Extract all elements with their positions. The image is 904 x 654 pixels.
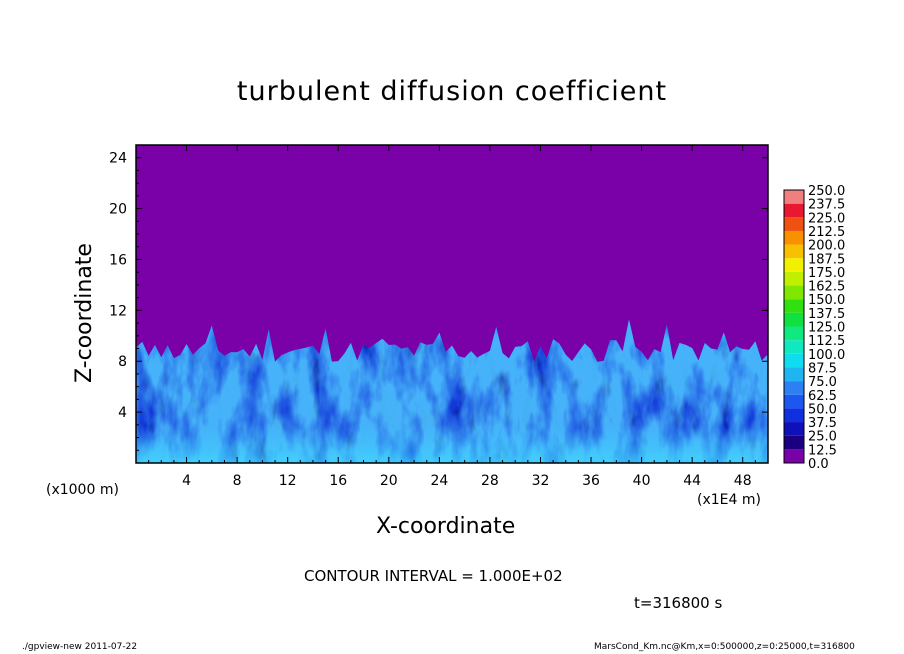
x-tick-label: 36 (582, 473, 600, 489)
colorbar-label: 162.5 (808, 280, 845, 295)
colorbar-swatch (784, 312, 804, 327)
colorbar-label: 175.0 (808, 266, 845, 281)
colorbar-label: 87.5 (808, 361, 837, 376)
colorbar-swatch (784, 244, 804, 259)
colorbar-swatch (784, 271, 804, 286)
x-tick-label: 48 (734, 473, 752, 489)
y-tick-label: 4 (118, 405, 127, 421)
colorbar-swatch (784, 190, 804, 204)
colorbar-swatch (784, 326, 804, 341)
y-tick-label: 20 (109, 202, 127, 218)
colorbar-swatch (784, 217, 804, 231)
colorbar-label: 12.5 (808, 443, 837, 458)
colorbar-label: 237.5 (808, 198, 845, 213)
time-stamp: t=316800 s (634, 594, 723, 612)
x-axis-unit-right: (x1E4 m) (697, 492, 761, 508)
colorbar-label: 62.5 (808, 389, 837, 404)
colorbar-swatch (784, 381, 804, 395)
colorbar-label: 50.0 (808, 402, 837, 417)
colorbar-label: 212.5 (808, 225, 845, 240)
colorbar-swatch (784, 230, 804, 245)
colorbar-swatch (784, 258, 804, 272)
y-tick-label: 12 (109, 303, 127, 319)
y-axis-label: Z-coordinate (72, 243, 97, 383)
x-tick-label: 28 (481, 473, 499, 489)
colorbar-label: 112.5 (808, 334, 845, 349)
colorbar-swatch (784, 422, 804, 436)
colorbar-label: 137.5 (808, 307, 845, 322)
x-tick-label: 32 (532, 473, 550, 489)
x-axis-unit-left: (x1000 m) (46, 482, 119, 498)
colorbar-label: 200.0 (808, 239, 845, 254)
x-tick-label: 40 (633, 473, 651, 489)
contour-interval: CONTOUR INTERVAL = 1.000E+02 (304, 567, 563, 585)
colorbar-label: 25.0 (808, 430, 837, 445)
y-tick-label: 8 (118, 354, 127, 370)
colorbar-swatch (784, 340, 804, 354)
x-tick-label: 4 (182, 473, 191, 489)
colorbar-frame (783, 189, 805, 464)
footer-right: MarsCond_Km.nc@Km,x=0:500000,z=0:25000,t… (594, 642, 855, 652)
colorbar-label: 100.0 (808, 348, 845, 363)
colorbar-swatch (784, 299, 804, 313)
x-axis: 4 8 12 16 20 24 28 32 36 40 44 48 (148, 145, 756, 489)
y-axis: 4 8 12 16 20 24 (109, 151, 768, 451)
turbulent-texture (136, 319, 768, 463)
colorbar-swatch (784, 408, 804, 423)
colorbar-swatch (784, 394, 804, 409)
colorbar-swatch (784, 435, 804, 450)
colorbar-label: 250.0 (808, 184, 845, 199)
colorbar-swatch (784, 203, 804, 218)
colorbar-label: 150.0 (808, 293, 845, 308)
x-tick-label: 44 (683, 473, 701, 489)
colorbar-swatch (784, 449, 804, 463)
x-tick-label: 16 (329, 473, 347, 489)
footer-left: ./gpview-new 2011-07-22 (22, 642, 138, 652)
colorbar-swatch (784, 367, 804, 382)
colorbar-label: 75.0 (808, 375, 837, 390)
x-tick-label: 8 (233, 473, 242, 489)
chart-title: turbulent diffusion coefficient (236, 76, 668, 107)
colorbar-label: 187.5 (808, 252, 845, 267)
colorbar-swatch (784, 285, 804, 300)
colorbar-label: 0.0 (808, 457, 829, 472)
colorbar: 0.012.525.037.550.062.575.087.5100.0112.… (783, 184, 845, 472)
x-tick-label: 12 (279, 473, 297, 489)
colorbar-label: 37.5 (808, 416, 837, 431)
x-axis-label: X-coordinate (376, 514, 516, 539)
y-tick-label: 24 (109, 151, 127, 167)
colorbar-label: 225.0 (808, 211, 845, 226)
y-tick-label: 16 (109, 252, 127, 268)
x-tick-label: 24 (430, 473, 448, 489)
heatmap-field (136, 145, 768, 463)
x-tick-label: 20 (380, 473, 398, 489)
colorbar-swatch (784, 353, 804, 368)
colorbar-label: 125.0 (808, 321, 845, 336)
